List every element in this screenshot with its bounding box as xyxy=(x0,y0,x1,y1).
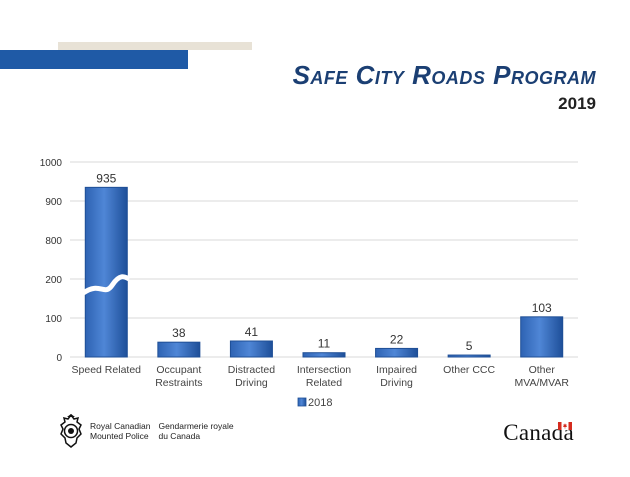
bar xyxy=(84,186,128,358)
x-category-label: Impaired Driving xyxy=(376,364,417,389)
bar xyxy=(375,347,419,358)
rcmp-name-en-line1: Royal Canadian xyxy=(90,421,151,431)
x-category-label: Occupant Restraints xyxy=(155,364,202,389)
y-tick-label: 0 xyxy=(56,353,62,364)
slide-title: Safe City Roads Program xyxy=(292,60,596,90)
bar xyxy=(447,354,491,358)
x-category-label: Distracted Driving xyxy=(228,364,275,389)
y-tick-label: 1000 xyxy=(40,158,63,169)
x-category-label: Intersection Related xyxy=(297,364,351,389)
y-tick-label: 900 xyxy=(45,197,62,208)
data-label: 11 xyxy=(318,337,331,351)
header-accent-beige-bar xyxy=(58,42,252,50)
bar xyxy=(302,352,346,358)
data-label: 5 xyxy=(466,339,473,353)
legend-swatch xyxy=(297,397,307,407)
axis-break-mark xyxy=(81,274,131,296)
y-tick-label: 200 xyxy=(45,275,62,286)
bar xyxy=(157,341,201,358)
bar-chart: 0 100 200 800 900 1000 935 38 41 11 22 5 103 Speed … xyxy=(40,158,578,409)
data-label: 38 xyxy=(172,326,186,340)
data-label: 103 xyxy=(532,301,552,315)
rcmp-crest-icon xyxy=(60,414,82,448)
y-tick-label: 100 xyxy=(45,314,62,325)
rcmp-name-fr-line2: du Canada xyxy=(158,431,201,441)
bar xyxy=(520,316,564,358)
x-category-label: Other CCC xyxy=(443,364,495,376)
y-tick-label: 800 xyxy=(45,236,62,247)
maple-leaf-flag-icon xyxy=(558,422,572,430)
slide-year: 2019 xyxy=(558,94,596,113)
bar xyxy=(229,340,273,358)
x-category-label: Other MVA/MVAR xyxy=(514,364,569,389)
data-label: 41 xyxy=(245,325,259,339)
header-accent-blue-bar xyxy=(0,50,188,69)
x-category-label: Speed Related xyxy=(72,364,142,376)
legend-label: 2018 xyxy=(308,397,332,409)
rcmp-name-en-line2: Mounted Police xyxy=(90,431,149,441)
rcmp-signature: Royal Canadian Mounted Police Gendarmeri… xyxy=(58,414,242,448)
data-label: 935 xyxy=(96,171,116,185)
data-label: 22 xyxy=(390,332,404,346)
rcmp-name-fr-line1: Gendarmerie royale xyxy=(158,421,234,431)
